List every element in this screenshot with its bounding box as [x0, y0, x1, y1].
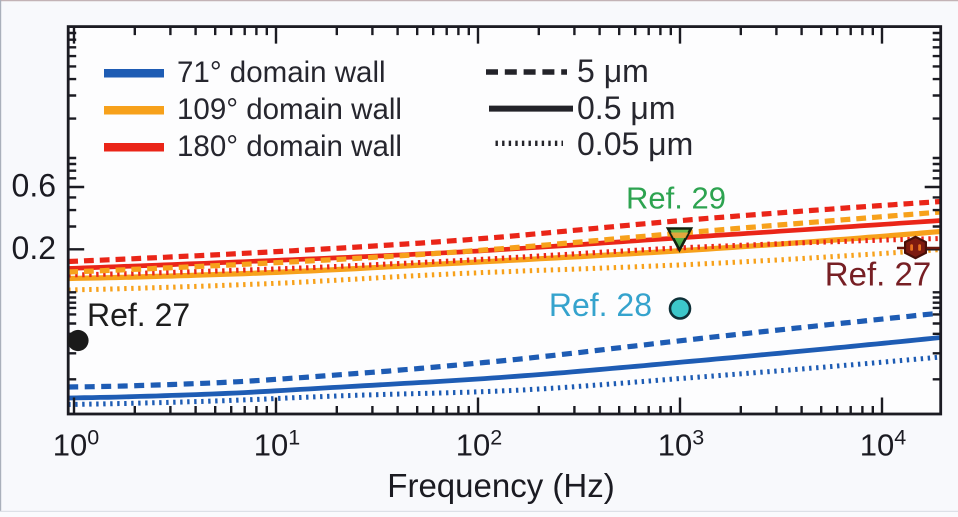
svg-text:Ref. 28: Ref. 28: [549, 287, 652, 323]
svg-text:0.05 μm: 0.05 μm: [577, 126, 693, 162]
svg-text:104: 104: [860, 426, 906, 463]
svg-text:0.2: 0.2: [12, 230, 56, 266]
svg-text:0.5 μm: 0.5 μm: [577, 90, 675, 126]
svg-text:Ref. 27: Ref. 27: [825, 255, 931, 292]
svg-text:Ref. 27: Ref. 27: [87, 297, 190, 333]
svg-text:Ref. 29: Ref. 29: [626, 181, 726, 216]
svg-text:Frequency (Hz): Frequency (Hz): [387, 467, 614, 504]
svg-text:180° domain wall: 180° domain wall: [177, 130, 402, 163]
svg-text:0.6: 0.6: [12, 168, 56, 204]
svg-text:109° domain wall: 109° domain wall: [177, 93, 402, 126]
svg-text:71° domain wall: 71° domain wall: [177, 56, 386, 89]
svg-text:5 μm: 5 μm: [577, 53, 649, 89]
